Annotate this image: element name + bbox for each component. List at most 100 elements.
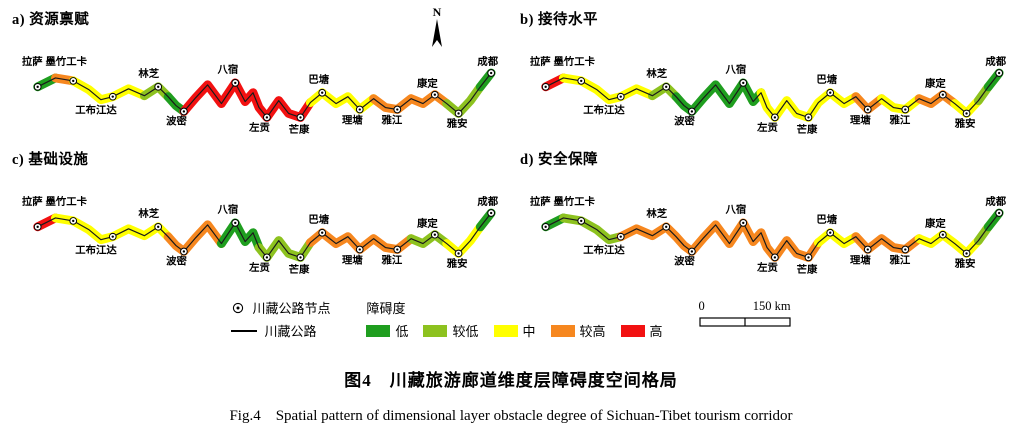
city-node-dot — [807, 256, 810, 259]
city-node-dot — [111, 95, 114, 98]
city-label-理塘: 理塘 — [342, 113, 363, 126]
city-node-dot — [234, 81, 237, 85]
city-node-dot — [665, 225, 668, 229]
city-label-巴塘: 巴塘 — [816, 73, 837, 86]
city-label-八宿: 八宿 — [216, 203, 238, 216]
scale-end-label: 150 km — [752, 299, 791, 313]
city-label-左贡: 左贡 — [248, 261, 270, 274]
city-node-dot — [234, 221, 237, 225]
city-node-dot — [457, 252, 460, 255]
city-node-dot — [544, 85, 547, 89]
city-node-dot — [742, 81, 745, 85]
city-node-dot — [997, 71, 1001, 75]
city-label-左贡: 左贡 — [756, 261, 778, 274]
legend-degree-title: 障碍度 — [366, 301, 406, 316]
city-node-dot — [619, 95, 622, 98]
city-node-dot — [665, 85, 668, 89]
legend-swatch-mid — [493, 324, 518, 337]
city-label-工布江达: 工布江达 — [583, 243, 625, 256]
legend-swatch-rel_low — [423, 324, 448, 337]
city-label-芒康: 芒康 — [797, 123, 818, 136]
scale-bar-labels: 0 150 km — [699, 296, 791, 317]
route-band-mid — [442, 222, 485, 258]
city-label-林芝: 林芝 — [646, 67, 667, 80]
legend-class-rel_high: 较高 — [550, 321, 606, 340]
route-band-low — [671, 78, 766, 116]
city-label-理塘: 理塘 — [342, 253, 363, 266]
city-node-dot — [690, 250, 694, 253]
city-node-dot — [829, 231, 832, 234]
city-node-dot — [433, 233, 437, 236]
city-label-墨竹工卡: 墨竹工卡 — [46, 195, 88, 208]
city-label-康定: 康定 — [925, 77, 946, 90]
map-legend: 川藏公路节点 川藏公路 障碍度 低 较低 中 较高 高 0 150 km — [0, 296, 1022, 342]
city-label-工布江达: 工布江达 — [75, 103, 117, 116]
city-label-成都: 成都 — [985, 195, 1006, 208]
city-label-成都: 成都 — [477, 55, 498, 68]
city-node-dot — [36, 85, 39, 89]
legend-symbols-column: 川藏公路节点 川藏公路 — [231, 296, 330, 342]
city-node-dot — [544, 225, 547, 229]
city-label-芒康: 芒康 — [797, 263, 818, 276]
city-label-林芝: 林芝 — [646, 207, 667, 220]
city-label-工布江达: 工布江达 — [583, 103, 625, 116]
city-label-八宿: 八宿 — [724, 203, 746, 216]
city-label-波密: 波密 — [674, 114, 695, 127]
city-node-dot — [807, 116, 810, 119]
legend-class-label: 中 — [522, 324, 536, 339]
caption-english: Fig.4 Spatial pattern of dimensional lay… — [229, 408, 793, 424]
legend-classes: 低 较低 中 较高 高 — [366, 319, 663, 342]
city-node-dot — [182, 110, 186, 113]
city-label-雅安: 雅安 — [954, 117, 976, 130]
city-label-雅安: 雅安 — [954, 257, 976, 270]
city-node-dot — [265, 256, 269, 259]
city-node-dot — [396, 248, 399, 251]
legend-road-label: 川藏公路 — [264, 324, 317, 339]
city-label-巴塘: 巴塘 — [816, 213, 837, 226]
city-node-dot — [265, 116, 269, 119]
city-node-dot — [965, 112, 968, 115]
panel-reception-level: b) 接待水平 拉萨 墨竹工卡 工布江达 林芝 波密 八宿 左贡 芒康 巴塘 理塘 雅江 康定 雅安 成都 — [518, 6, 1012, 144]
route-band-rel_low — [442, 82, 485, 118]
city-node-dot — [742, 221, 745, 225]
city-label-雅安: 雅安 — [446, 257, 468, 270]
scale-bar: 0 150 km — [699, 296, 791, 329]
city-node-dot — [321, 91, 324, 94]
city-label-理塘: 理塘 — [850, 113, 871, 126]
panel-safety-guarantee: d) 安全保障 拉萨 墨竹工卡 工布江达 林芝 波密 八宿 左贡 芒康 巴塘 理塘 雅江 康定 雅安 成都 — [518, 146, 1012, 284]
city-label-雅江: 雅江 — [888, 113, 910, 126]
legend-class-rel_low: 较低 — [423, 321, 479, 340]
north-arrow-icon — [432, 19, 442, 47]
scale-bar-icon — [698, 317, 791, 327]
legend-node-label: 川藏公路节点 — [252, 301, 331, 316]
city-node-dot — [965, 252, 968, 255]
panel-d-title: d) 安全保障 — [520, 152, 599, 168]
city-node-dot — [182, 250, 186, 253]
city-label-雅江: 雅江 — [380, 253, 402, 266]
legend-node-item: 川藏公路节点 — [231, 296, 330, 319]
city-label-墨竹工卡: 墨竹工卡 — [46, 55, 88, 68]
city-label-雅江: 雅江 — [380, 113, 402, 126]
legend-degrees-column: 障碍度 低 较低 中 较高 高 — [366, 296, 663, 342]
city-node-dot — [904, 108, 907, 111]
legend-class-label: 较低 — [452, 324, 479, 339]
city-label-左贡: 左贡 — [756, 121, 778, 134]
city-node-dot — [690, 110, 694, 113]
city-node-dot — [619, 235, 622, 238]
city-label-康定: 康定 — [417, 77, 438, 90]
city-label-拉萨: 拉萨 — [530, 195, 551, 208]
legend-class-label: 高 — [649, 324, 663, 339]
city-node-dot — [358, 108, 361, 111]
city-node-dot — [941, 93, 945, 96]
route-band-mid — [559, 73, 657, 105]
city-node-dot — [941, 233, 945, 236]
city-label-理塘: 理塘 — [850, 253, 871, 266]
city-label-成都: 成都 — [477, 195, 498, 208]
city-node-dot — [773, 256, 777, 259]
panel-a-title: a) 资源禀赋 — [12, 12, 90, 28]
city-label-雅安: 雅安 — [446, 117, 468, 130]
legend-class-mid: 中 — [493, 321, 536, 340]
